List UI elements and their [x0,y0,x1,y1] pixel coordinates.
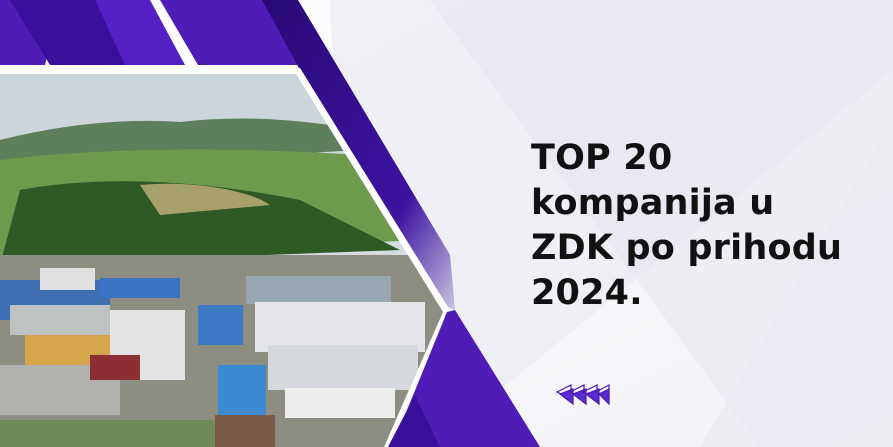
stripe [388,395,440,447]
stripe [10,0,125,65]
headline-line: ZDK po prihodu [531,228,843,268]
stripe [95,0,185,65]
headline-line: 2024. [531,273,643,313]
headline-line: kompanija u [531,183,775,223]
headline-line: TOP 20 [531,138,673,178]
diagonal-band [262,0,455,310]
stripe [160,0,302,65]
stripe [392,310,540,447]
bg-shape [700,120,893,447]
headline: TOP 20 kompanija u ZDK po prihodu 2024. [531,136,871,316]
chevron-arrows-left-icon [555,384,610,406]
